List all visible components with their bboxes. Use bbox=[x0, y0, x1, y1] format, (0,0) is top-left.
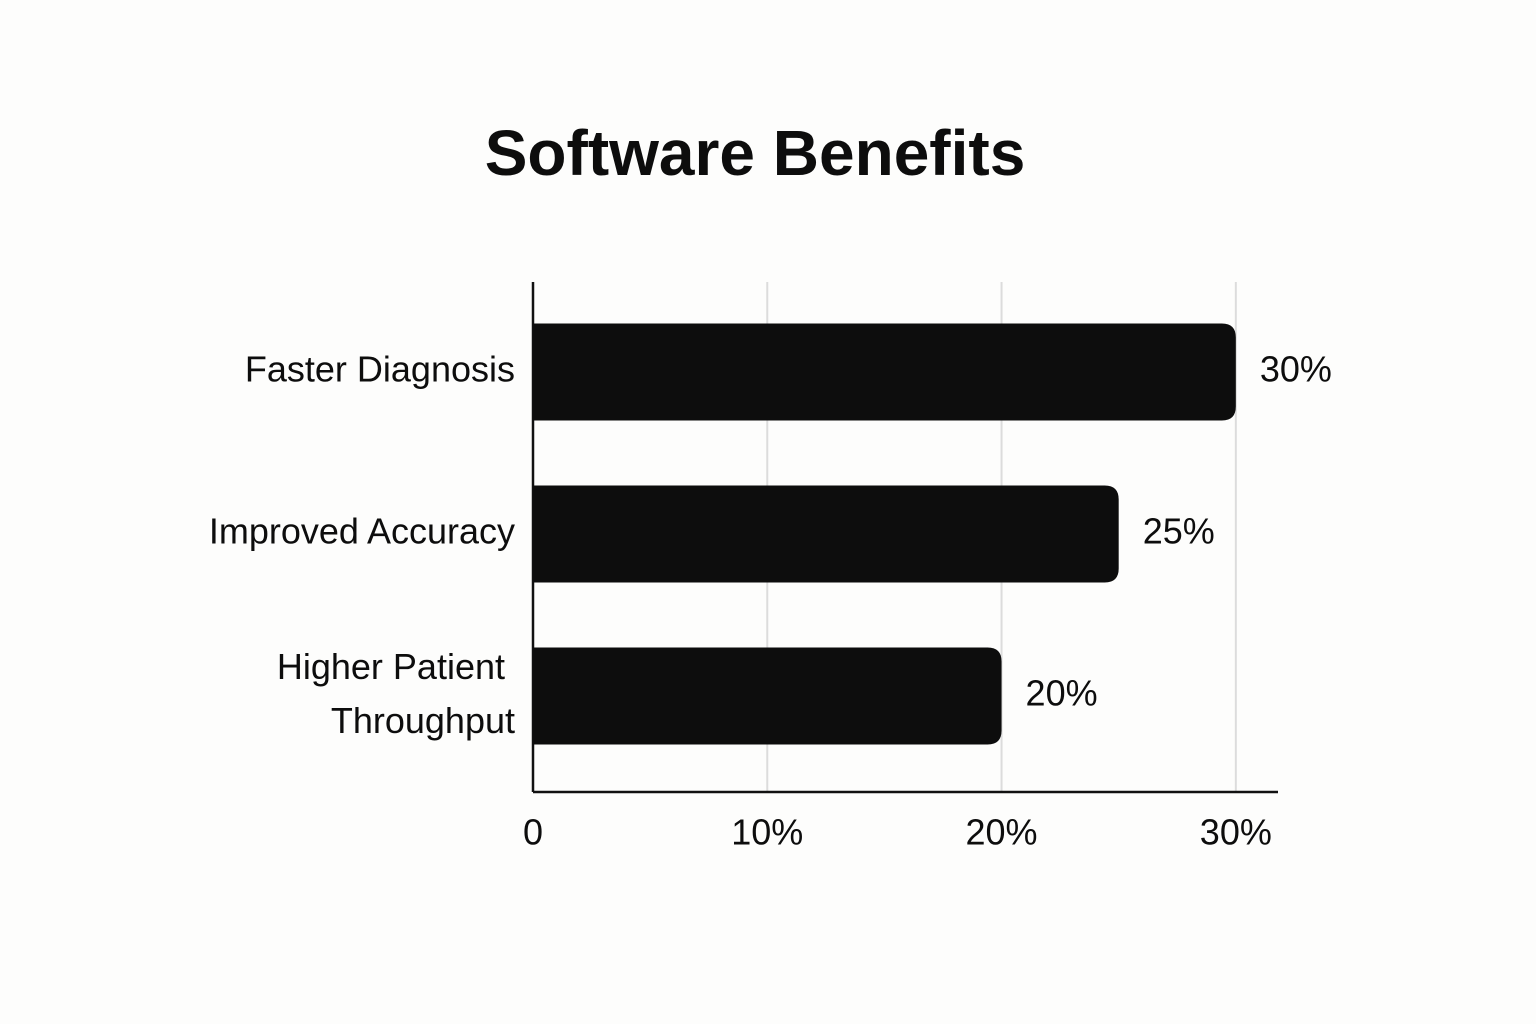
value-label: 25% bbox=[1143, 511, 1215, 552]
bar bbox=[533, 647, 1002, 745]
category-label: Improved Accuracy bbox=[209, 511, 515, 552]
chart-title: Software Benefits bbox=[485, 117, 1026, 189]
x-tick-label: 30% bbox=[1200, 812, 1272, 853]
category-label: Higher Patient Throughput bbox=[277, 646, 515, 741]
value-label: 20% bbox=[1026, 673, 1098, 714]
x-tick-label: 20% bbox=[966, 812, 1038, 853]
bar bbox=[533, 485, 1119, 583]
x-tick-label: 0 bbox=[523, 812, 543, 853]
category-label: Faster Diagnosis bbox=[245, 349, 515, 390]
value-label: 30% bbox=[1260, 349, 1332, 390]
x-tick-label: 10% bbox=[731, 812, 803, 853]
bar bbox=[533, 323, 1236, 421]
